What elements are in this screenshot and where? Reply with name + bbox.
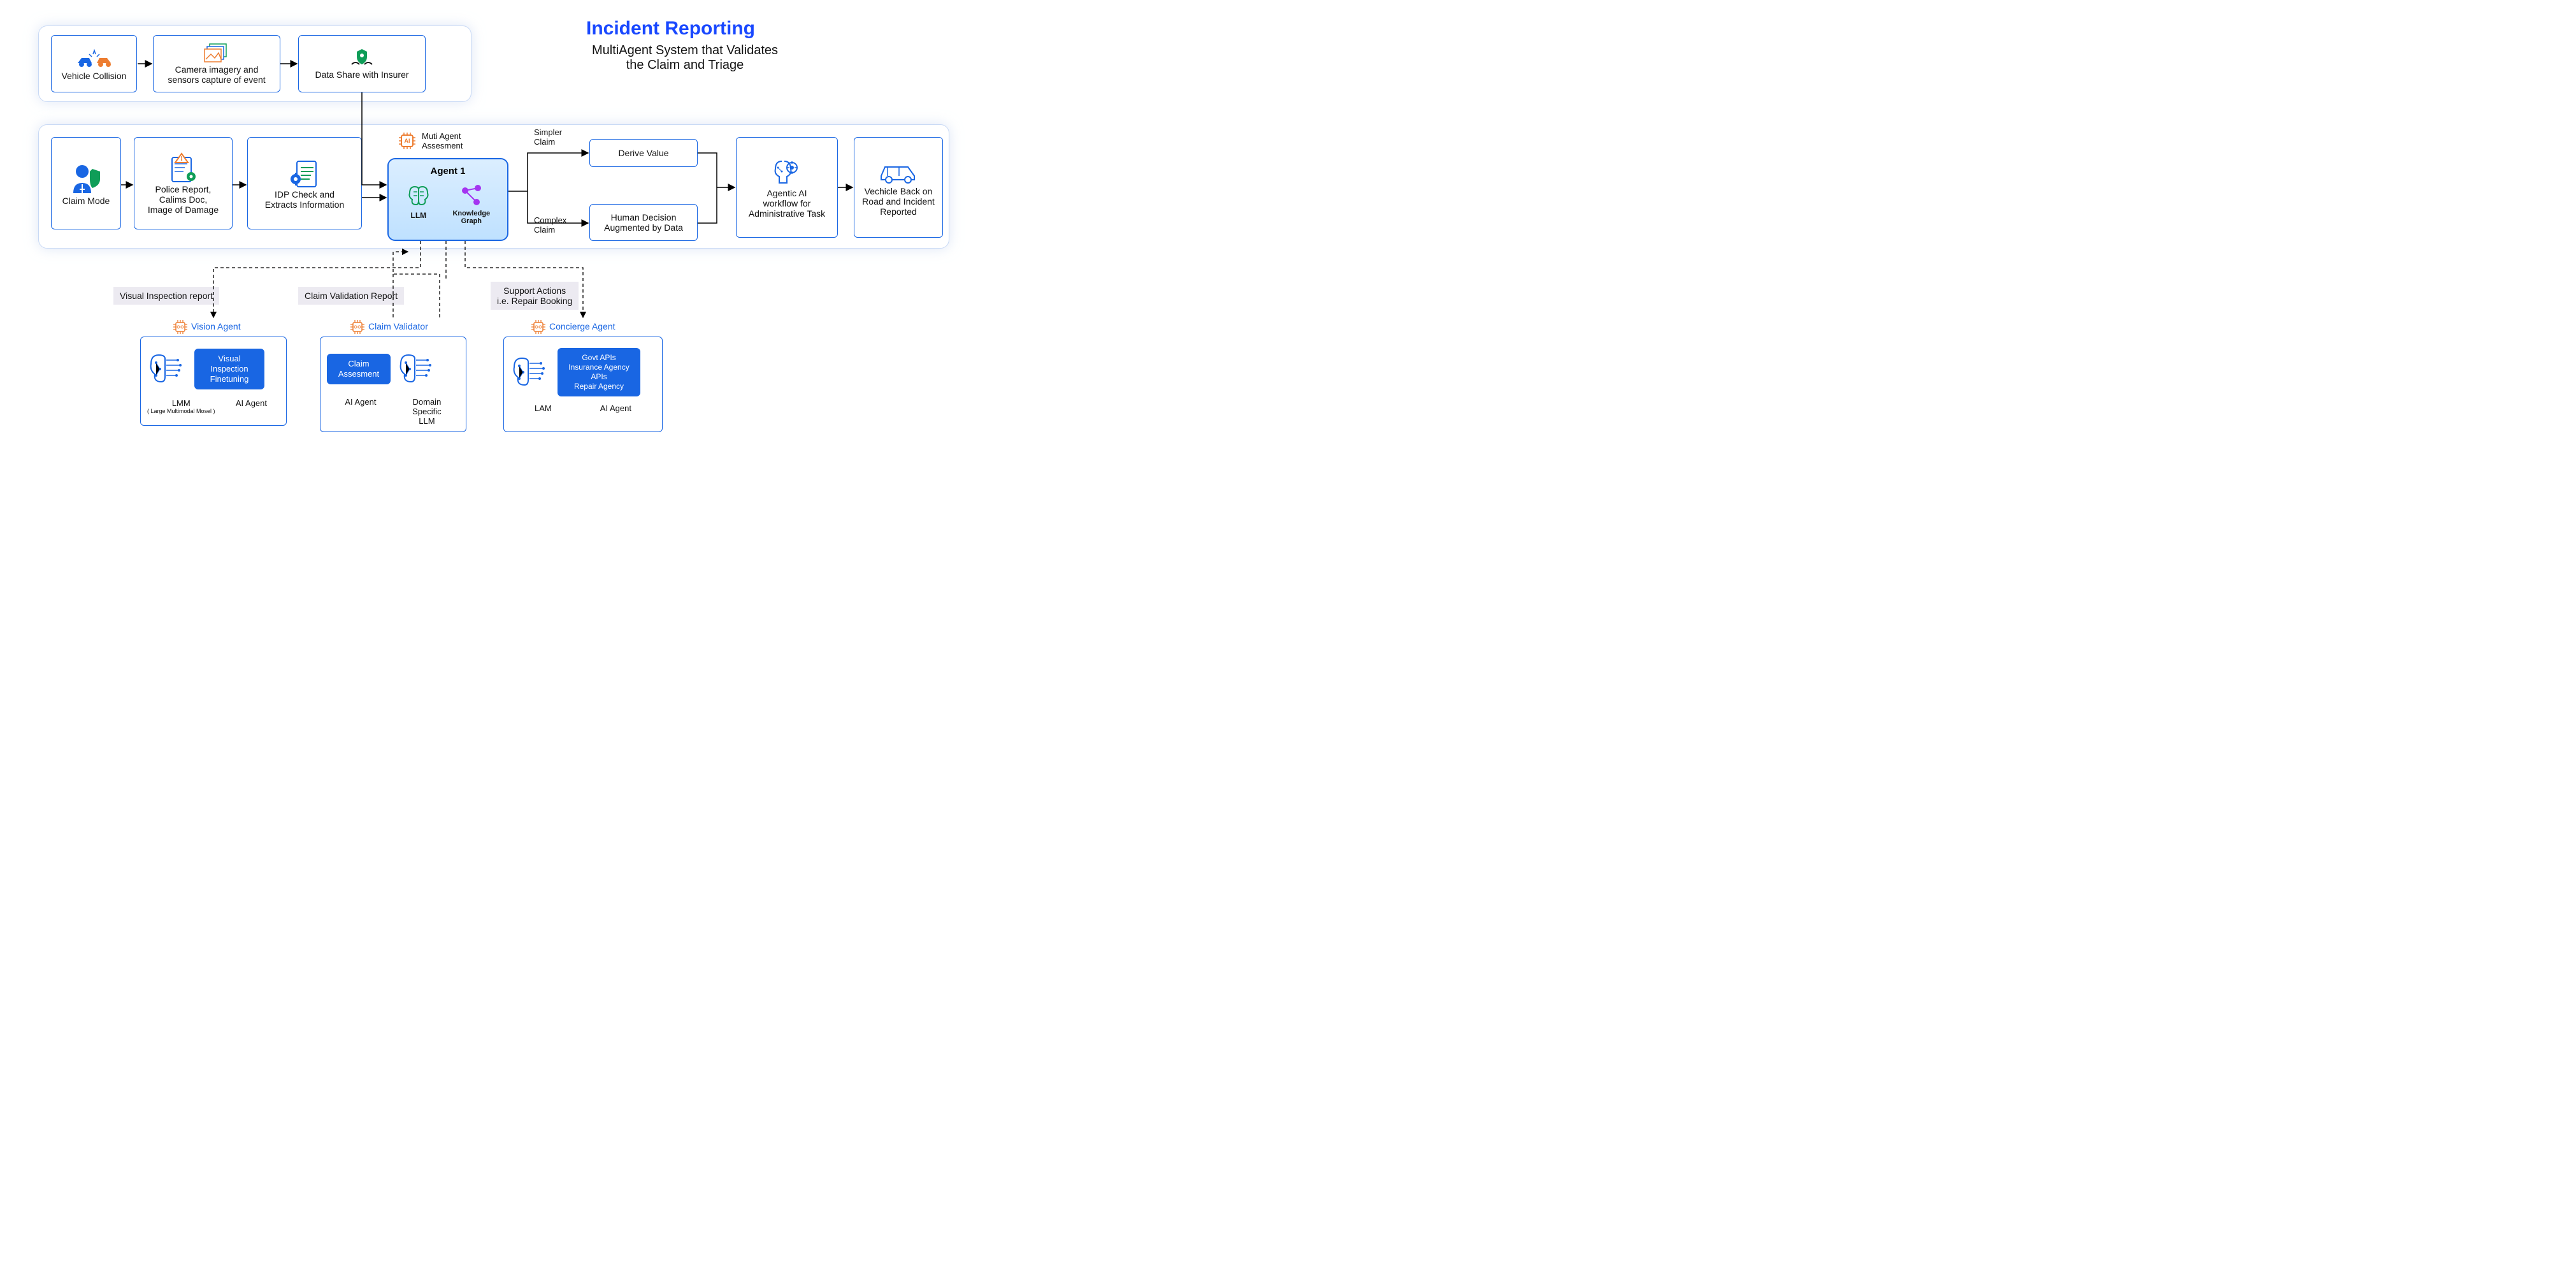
- agent1-title: Agent 1: [395, 166, 501, 177]
- label-muti-agent: Muti Agent Assesment: [422, 131, 463, 150]
- claim-chip: Claim Assesment: [327, 354, 391, 385]
- brain-icon: [406, 183, 431, 208]
- doc-alert-gear-icon: [166, 152, 201, 184]
- doc-gear-icon: [288, 157, 321, 189]
- node-label: Vehicle Collision: [62, 71, 127, 81]
- node-admin-task: Agentic AI workflow for Administrative T…: [736, 137, 838, 238]
- node-derive-value: Derive Value: [589, 139, 698, 167]
- node-label: Police Report, Calims Doc, Image of Dama…: [148, 184, 219, 215]
- node-label: Camera imagery and sensors capture of ev…: [168, 64, 265, 85]
- tag-support-actions: Support Actions i.e. Repair Booking: [491, 282, 579, 310]
- node-label: Vechicle Back on Road and Incident Repor…: [862, 186, 935, 217]
- node-claim-mode: Claim Mode: [51, 137, 121, 229]
- vision-agent-panel: Visual Inspection Finetuning LMM ( Large…: [140, 337, 287, 426]
- concierge-chip-icon: [530, 319, 547, 338]
- agent1-llm-label: LLM: [411, 211, 427, 220]
- node-idp-check: IDP Check and Extracts Information: [247, 137, 362, 229]
- graph-icon: [459, 183, 484, 208]
- agent1-kg-label: Knowledge Graph: [452, 210, 490, 225]
- node-outcome: Vechicle Back on Road and Incident Repor…: [854, 137, 943, 238]
- concierge-agent-title: Concierge Agent: [549, 321, 615, 331]
- concierge-chip: Govt APIs Insurance Agency APIs Repair A…: [558, 348, 640, 396]
- vision-left-sub: ( Large Multimodal Mosel ): [147, 408, 215, 414]
- ai-workflow-icon: [769, 156, 805, 188]
- claim-left-caption: AI Agent: [345, 397, 376, 426]
- vision-agent-title: Vision Agent: [191, 321, 241, 331]
- tag-claim-validation: Claim Validation Report: [298, 287, 404, 305]
- node-label: Agentic AI workflow for Administrative T…: [749, 188, 825, 219]
- shield-hands-icon: [349, 48, 375, 69]
- node-label: Data Share with Insurer: [315, 69, 408, 80]
- node-label: Claim Mode: [62, 196, 110, 206]
- claim-validator-title: Claim Validator: [368, 321, 428, 331]
- images-icon: [202, 43, 231, 64]
- collision-icon: [75, 47, 113, 71]
- vision-chip: Visual Inspection Finetuning: [194, 349, 264, 390]
- brain-network-icon: [510, 353, 551, 391]
- node-data-share: Data Share with Insurer: [298, 35, 426, 92]
- concierge-panel: Govt APIs Insurance Agency APIs Repair A…: [503, 337, 663, 432]
- vision-left-caption: LMM: [147, 398, 215, 408]
- vision-agent-chip-icon: [172, 319, 189, 338]
- tag-visual-inspection: Visual Inspection report: [113, 287, 219, 305]
- label-simpler-claim: Simpler Claim: [534, 127, 562, 147]
- node-human-decision: Human Decision Augmented by Data: [589, 204, 698, 241]
- node-label: IDP Check and Extracts Information: [265, 189, 345, 210]
- brain-network-icon: [397, 350, 438, 388]
- concierge-left-caption: LAM: [535, 403, 552, 413]
- person-shield-icon: [68, 161, 104, 196]
- node-police-docs: Police Report, Calims Doc, Image of Dama…: [134, 137, 233, 229]
- brain-network-icon: [147, 350, 188, 388]
- page-title-sub: MultiAgent System that Validates the Cla…: [573, 43, 796, 73]
- agent1-card: Agent 1 LLM Knowledge Graph: [387, 158, 508, 241]
- claim-right-caption: Domain Specific LLM: [412, 397, 442, 426]
- vision-right-caption: AI Agent: [236, 398, 267, 414]
- ai-chip-icon: AI: [396, 130, 418, 155]
- svg-text:AI: AI: [405, 138, 410, 144]
- claim-validator-chip-icon: [349, 319, 366, 338]
- label-complex-claim: Complex Claim: [534, 215, 566, 235]
- concierge-right-caption: AI Agent: [600, 403, 631, 413]
- node-camera-sensors: Camera imagery and sensors capture of ev…: [153, 35, 280, 92]
- node-vehicle-collision: Vehicle Collision: [51, 35, 137, 92]
- node-label: Human Decision Augmented by Data: [604, 212, 683, 233]
- car-icon: [876, 158, 921, 186]
- page-title-main: Incident Reporting: [586, 18, 755, 40]
- node-label: Derive Value: [618, 148, 668, 158]
- claim-validator-panel: Claim Assesment AI Agent Domain Specific…: [320, 337, 466, 432]
